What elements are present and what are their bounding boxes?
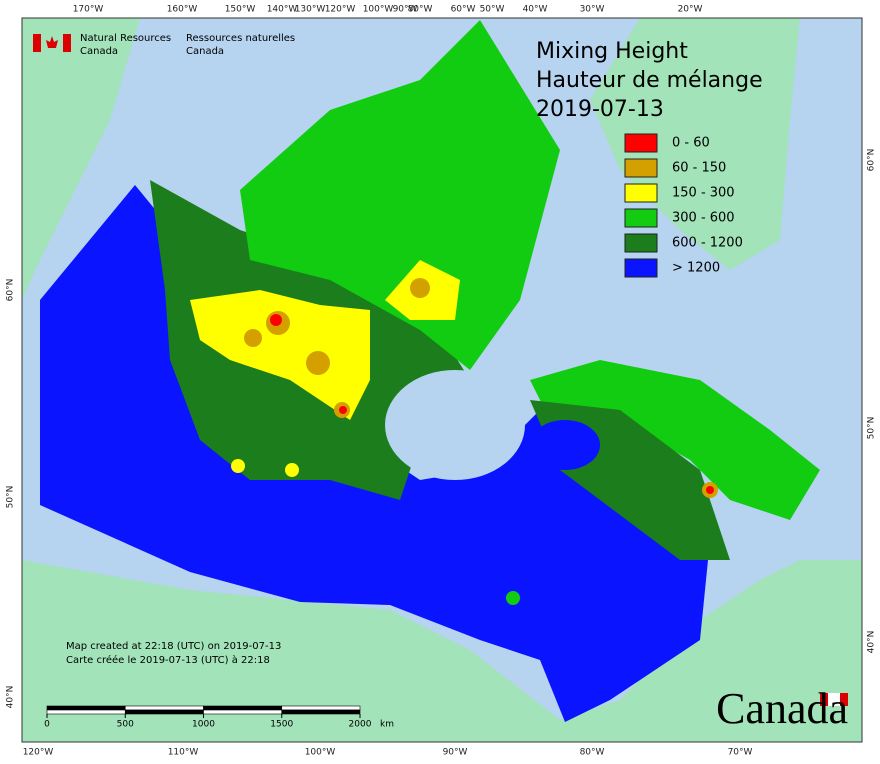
wordmark-flag-center	[828, 693, 840, 706]
scale-label: 0	[44, 720, 50, 730]
scale-segment	[281, 705, 361, 711]
legend-label: 60 - 150	[672, 161, 726, 176]
scale-segment	[124, 705, 204, 711]
graticule-label: 40°N	[867, 631, 877, 654]
graticule-label: 130°W	[295, 5, 326, 15]
orange-spot	[306, 351, 330, 375]
legend-swatch	[624, 258, 658, 278]
flag-bar	[63, 34, 71, 52]
arctic-green	[240, 20, 560, 370]
legend-label: 300 - 600	[672, 211, 735, 226]
graticule-label: 60°N	[867, 149, 877, 172]
legend-label: 600 - 1200	[672, 236, 743, 251]
yellow-west	[190, 290, 370, 420]
graticule-label: 80°W	[580, 748, 605, 758]
map-area	[21, 17, 863, 743]
agency-name: Ressources naturelles	[186, 33, 295, 44]
red-spot	[339, 406, 347, 414]
graticule-label: 30°W	[580, 5, 605, 15]
graticule-label: 50°W	[480, 5, 505, 15]
legend-label: > 1200	[672, 261, 720, 276]
green-spot	[506, 591, 520, 605]
graticule-label: 100°W	[363, 5, 394, 15]
scale-label: 1000	[192, 720, 215, 730]
graticule-label: 50°N	[867, 417, 877, 440]
legend-swatch	[624, 133, 658, 153]
agency-name: Canada	[80, 46, 118, 57]
map-title: Mixing Height	[536, 39, 688, 64]
legend-swatch	[624, 183, 658, 203]
orange-spot	[410, 278, 430, 298]
blue-patch	[530, 420, 600, 470]
legend-swatch	[624, 208, 658, 228]
scale-unit: km	[380, 720, 394, 730]
graticule-label: 170°W	[73, 5, 104, 15]
yellow-spot	[231, 459, 245, 473]
legend-swatch	[624, 233, 658, 253]
graticule-label: 50°N	[6, 486, 16, 509]
map-title: Hauteur de mélange	[536, 68, 763, 93]
scale-segment	[203, 709, 283, 715]
scale-segment	[124, 709, 204, 715]
scale-label: 1500	[270, 720, 293, 730]
agency-name: Natural Resources	[80, 33, 171, 44]
graticule-label: 70°W	[728, 748, 753, 758]
hudson-bay	[385, 370, 525, 480]
graticule-label: 80°W	[408, 5, 433, 15]
orange-spot	[244, 329, 262, 347]
graticule-label: 60°W	[451, 5, 476, 15]
graticule-label: 110°W	[168, 748, 199, 758]
legend-label: 150 - 300	[672, 186, 735, 201]
graticule-label: 120°W	[23, 748, 54, 758]
graticule-label: 40°W	[523, 5, 548, 15]
scale-label: 500	[117, 720, 134, 730]
yellow-spot	[285, 463, 299, 477]
graticule-label: 40°N	[6, 686, 16, 709]
maple-leaf	[46, 36, 58, 48]
logo	[33, 34, 71, 52]
legend-label: 0 - 60	[672, 136, 710, 151]
graticule-label: 100°W	[305, 748, 336, 758]
scale-segment	[46, 705, 126, 711]
greenland	[590, 18, 800, 270]
usa	[22, 560, 862, 742]
graticule-label: 90°W	[443, 748, 468, 758]
graticule-label: 60°N	[6, 279, 16, 302]
graticule-label: 160°W	[167, 5, 198, 15]
legend-swatch	[624, 158, 658, 178]
red-spot	[706, 486, 714, 494]
map-note: Map created at 22:18 (UTC) on 2019-07-13	[66, 641, 281, 652]
graticule-label: 120°W	[325, 5, 356, 15]
graticule-label: 140°W	[267, 5, 298, 15]
red-spot	[270, 314, 282, 326]
alaska	[22, 18, 140, 300]
wordmark: Canada	[716, 684, 848, 733]
agency-name: Canada	[186, 46, 224, 57]
scale-label: 2000	[349, 720, 372, 730]
graticule-label: 90°W	[393, 5, 418, 15]
east-green	[530, 360, 820, 520]
scale-segment	[203, 705, 283, 711]
graticule-label: 20°W	[678, 5, 703, 15]
map-title: 2019-07-13	[536, 97, 664, 122]
scale-segment	[281, 709, 361, 715]
map-note: Carte créée le 2019-07-13 (UTC) à 22:18	[66, 654, 270, 666]
scale-segment	[46, 709, 126, 715]
border	[21, 17, 863, 743]
graticule-label: 150°W	[225, 5, 256, 15]
flag-bar	[33, 34, 41, 52]
